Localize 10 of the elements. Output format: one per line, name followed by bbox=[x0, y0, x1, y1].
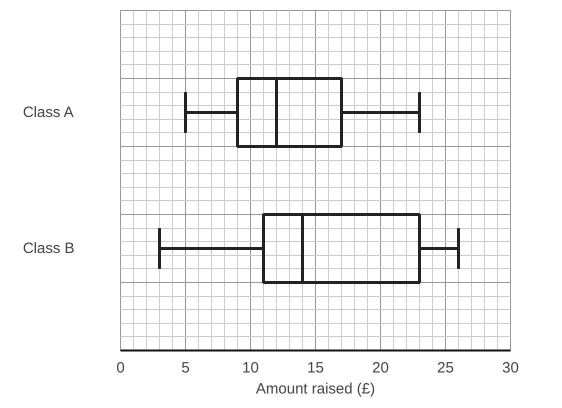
x-tick-label: 25 bbox=[437, 360, 454, 376]
x-tick-label: 0 bbox=[116, 360, 125, 376]
x-tick-label: 20 bbox=[372, 360, 389, 376]
x-tick-label: 10 bbox=[242, 360, 259, 376]
x-axis-title: Amount raised (£) bbox=[256, 380, 376, 398]
x-tick-label: 15 bbox=[307, 360, 324, 376]
x-tick-label: 5 bbox=[181, 360, 190, 376]
x-tick-label: 30 bbox=[502, 360, 519, 376]
y-tick-label: Class A bbox=[22, 104, 74, 121]
y-tick-label: Class B bbox=[22, 240, 75, 257]
